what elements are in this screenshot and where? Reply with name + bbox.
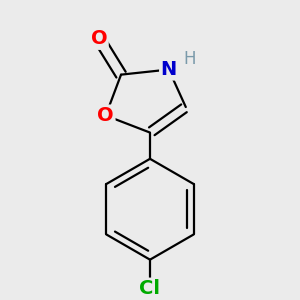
Text: O: O: [91, 29, 107, 48]
Text: O: O: [98, 106, 114, 125]
Text: Cl: Cl: [140, 279, 160, 298]
Text: H: H: [184, 50, 196, 68]
Text: N: N: [160, 60, 177, 79]
